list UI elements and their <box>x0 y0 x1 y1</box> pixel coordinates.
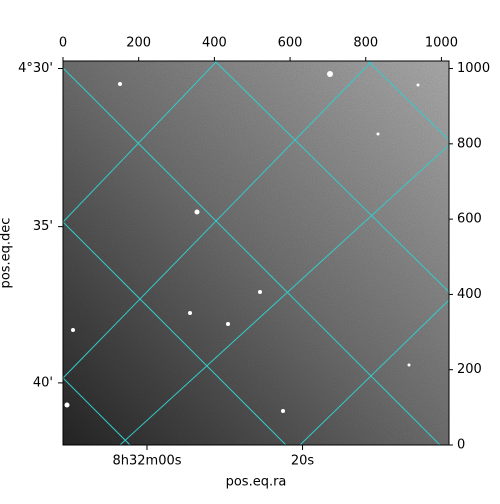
ra-tick-label: 8h32m00s <box>112 454 181 469</box>
y-tick-label: 1000 <box>457 61 490 76</box>
x-tick-label: 1000 <box>425 36 458 51</box>
y-tick-label: 400 <box>457 287 482 302</box>
y-tick-label: 0 <box>457 438 465 453</box>
y-tick-label: 800 <box>457 136 482 151</box>
x-tick-label: 800 <box>353 36 378 51</box>
dec-tick-label: 35' <box>33 219 53 234</box>
dec-tick-label: 40' <box>33 375 53 390</box>
y-axis-label: pos.eq.dec <box>0 218 14 289</box>
x-tick-label: 0 <box>59 36 67 51</box>
x-axis-label: pos.eq.ra <box>226 475 287 490</box>
dec-tick-label: 4°30' <box>18 61 53 76</box>
y-tick-label: 600 <box>457 212 482 227</box>
y-tick-label: 200 <box>457 362 482 377</box>
sky-image <box>63 61 449 445</box>
frame <box>62 60 450 446</box>
x-tick-label: 600 <box>278 36 303 51</box>
x-tick-label: 200 <box>126 36 151 51</box>
ra-tick-label: 20s <box>291 454 315 469</box>
coordinate-grid <box>63 61 449 445</box>
x-tick-label: 400 <box>202 36 227 51</box>
